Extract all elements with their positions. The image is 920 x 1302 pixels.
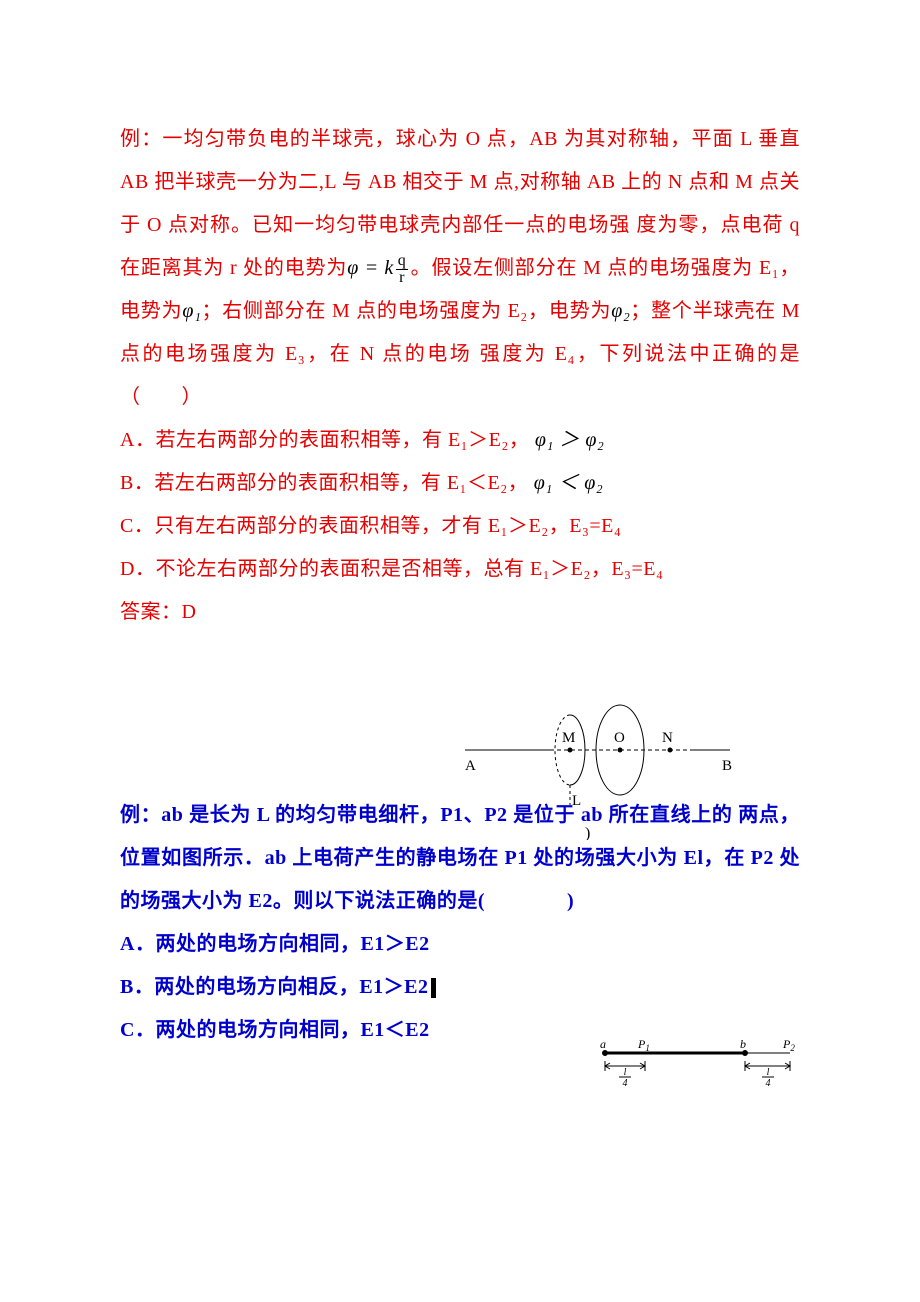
example1-stem: 例：一均匀带负电的半球壳，球心为 O 点，AB 为其对称轴，平面 L 垂直 AB…	[120, 118, 800, 419]
svg-text:a: a	[600, 1037, 606, 1051]
text: E₂，电势为	[508, 300, 612, 322]
option-b-tail: φ₁ ＜ φ₂	[534, 472, 604, 494]
option-b: B．两处的电场方向相反，E1＞E2	[120, 966, 800, 1009]
label-a: A	[465, 758, 476, 774]
text-cursor	[431, 978, 436, 998]
text: 。假设左侧部分在	[410, 257, 577, 279]
label-b: B	[722, 758, 732, 774]
svg-text:): )	[585, 825, 590, 840]
text: ；右侧部分在 M 点的电场强度为	[201, 300, 501, 322]
phi2: φ₂	[611, 300, 630, 322]
frac-num: q	[396, 253, 409, 270]
label-l: L	[572, 793, 581, 809]
figure-2-rod: a b P1 P2 l 4 l 4	[590, 1034, 810, 1089]
phi1: φ₁	[182, 300, 201, 322]
label-n: N	[662, 730, 673, 746]
svg-text:l: l	[767, 1067, 770, 1078]
svg-text:l: l	[624, 1067, 627, 1078]
svg-text:P2: P2	[782, 1037, 795, 1053]
svg-text:4: 4	[623, 1078, 628, 1089]
page: 例：一均匀带负电的半球壳，球心为 O 点，AB 为其对称轴，平面 L 垂直 AB…	[0, 0, 920, 1302]
option-a-text: A．若左右两部分的表面积相等，有 E₁＞E₂，	[120, 429, 529, 451]
option-d: D．不论左右两部分的表面积是否相等，总有 E₁＞E₂，E₃=E₄	[120, 548, 800, 591]
option-b-text: B．若左右两部分的表面积相等，有 E₁＜E₂，	[120, 472, 528, 494]
svg-text:P1: P1	[637, 1037, 650, 1053]
option-a-tail: φ₁ ＞ φ₂	[535, 429, 605, 451]
option-b-text: B．两处的电场方向相反，E1＞E2	[120, 976, 429, 998]
answer: 答案：D	[120, 591, 800, 634]
example-1: 例：一均匀带负电的半球壳，球心为 O 点，AB 为其对称轴，平面 L 垂直 AB…	[120, 118, 800, 634]
text: 例：一均匀带负电的半球壳，球心为 O 点，AB 为其对称轴，平面 L	[120, 128, 752, 150]
svg-text:b: b	[740, 1037, 746, 1051]
label-o: O	[614, 730, 625, 746]
formula-frac: qr	[396, 253, 409, 286]
label-m: M	[562, 730, 575, 746]
option-a: A．若左右两部分的表面积相等，有 E₁＞E₂， φ₁ ＞ φ₂	[120, 419, 800, 462]
frac-den: r	[396, 270, 409, 286]
option-a: A．两处的电场方向相同，E1＞E2	[120, 923, 800, 966]
option-b: B．若左右两部分的表面积相等，有 E₁＜E₂， φ₁ ＜ φ₂	[120, 462, 800, 505]
option-c: C．只有左右两部分的表面积相等，才有 E₁＞E₂，E₃=E₄	[120, 505, 800, 548]
svg-text:4: 4	[766, 1078, 771, 1089]
formula-lhs: φ = k	[347, 257, 394, 279]
figure-1-hemisphere: A B M O N L )	[430, 680, 750, 840]
